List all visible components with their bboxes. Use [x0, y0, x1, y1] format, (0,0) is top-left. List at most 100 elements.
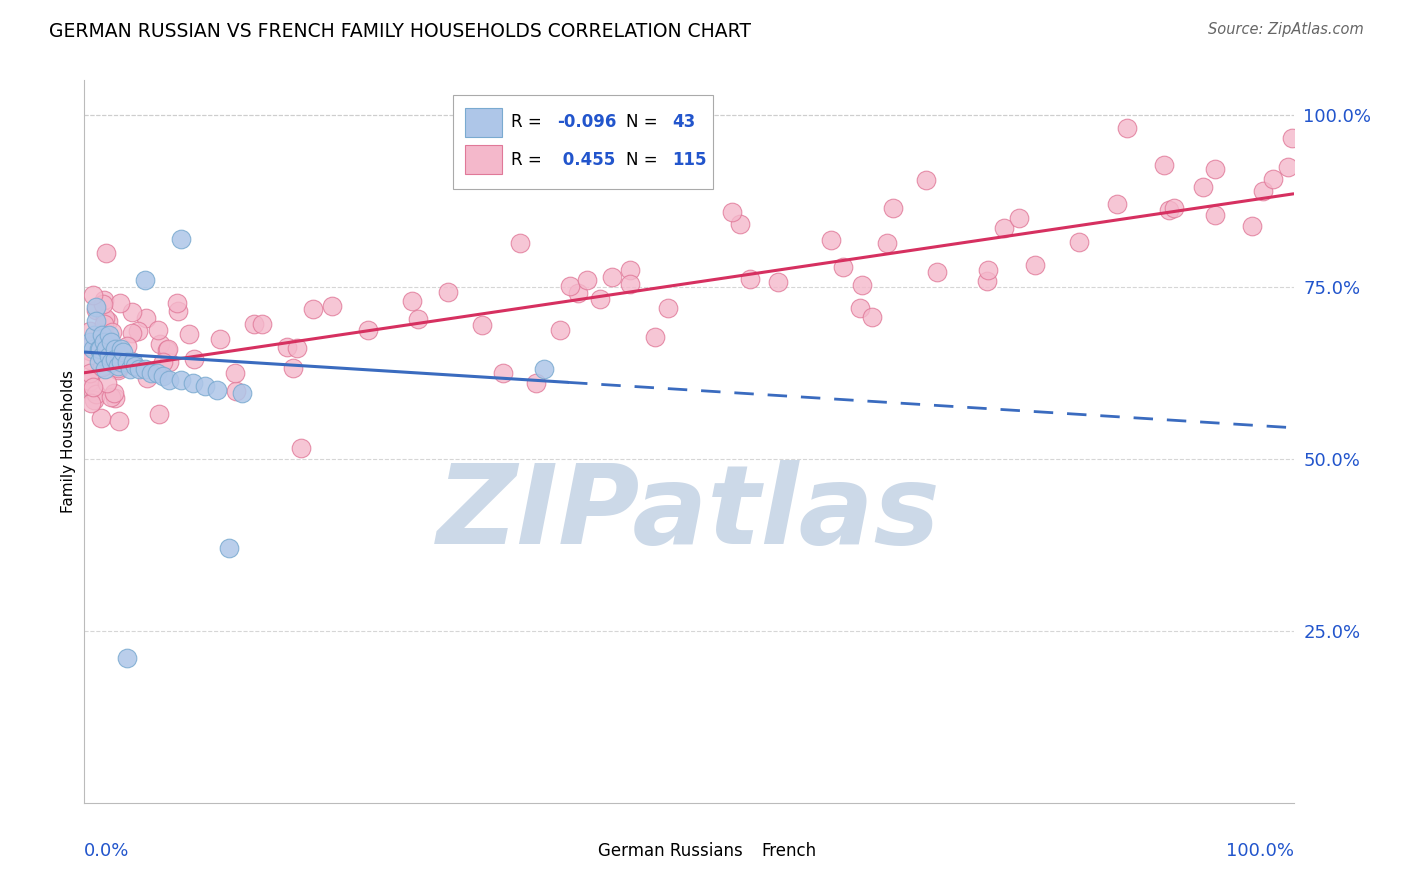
Point	[120, 362, 142, 376]
Point	[976, 274, 998, 288]
Point	[740, 272, 762, 286]
Point	[276, 340, 298, 354]
Point	[167, 304, 190, 318]
Point	[104, 351, 127, 366]
Point	[87, 342, 110, 356]
Point	[97, 327, 120, 342]
Point	[602, 270, 624, 285]
Point	[170, 373, 193, 387]
Point	[82, 342, 104, 356]
Point	[406, 311, 429, 326]
Point	[224, 367, 246, 381]
Point	[107, 345, 129, 359]
Point	[110, 342, 132, 356]
Point	[108, 351, 131, 365]
Point	[524, 376, 547, 391]
Point	[252, 317, 274, 331]
Point	[107, 363, 129, 377]
Point	[152, 369, 174, 384]
Point	[550, 322, 572, 336]
Point	[127, 324, 149, 338]
Point	[135, 370, 157, 384]
Point	[156, 343, 179, 357]
Y-axis label: Family Households: Family Households	[60, 370, 76, 513]
Point	[97, 349, 120, 363]
Point	[120, 354, 142, 368]
Point	[832, 260, 855, 274]
Point	[90, 410, 112, 425]
Point	[79, 366, 101, 380]
Point	[657, 301, 679, 316]
Point	[91, 297, 114, 311]
Point	[1008, 211, 1031, 225]
Point	[93, 334, 115, 349]
Point	[146, 366, 169, 380]
Point	[183, 351, 205, 366]
FancyBboxPatch shape	[453, 95, 713, 189]
Point	[1251, 184, 1274, 198]
Point	[243, 317, 266, 331]
Point	[766, 275, 789, 289]
Point	[321, 299, 343, 313]
Point	[1204, 161, 1226, 176]
Point	[170, 231, 193, 245]
Point	[619, 263, 641, 277]
Point	[157, 373, 180, 387]
Point	[509, 236, 531, 251]
Point	[471, 318, 494, 333]
Point	[437, 285, 460, 299]
Text: French: French	[762, 842, 817, 860]
Point	[851, 278, 873, 293]
Point	[128, 362, 150, 376]
Point	[110, 355, 132, 369]
FancyBboxPatch shape	[562, 848, 589, 857]
Point	[177, 326, 200, 341]
Point	[1204, 208, 1226, 222]
Text: Source: ZipAtlas.com: Source: ZipAtlas.com	[1208, 22, 1364, 37]
Point	[115, 355, 138, 369]
Point	[149, 336, 172, 351]
Point	[148, 407, 170, 421]
Point	[79, 339, 101, 353]
Point	[86, 301, 108, 315]
Point	[79, 374, 101, 388]
Point	[301, 302, 323, 317]
Point	[82, 384, 104, 398]
Point	[225, 384, 247, 399]
Point	[1115, 121, 1137, 136]
Point	[1069, 235, 1091, 249]
Point	[100, 348, 122, 362]
Point	[218, 541, 240, 556]
FancyBboxPatch shape	[725, 848, 752, 857]
Point	[94, 246, 117, 260]
Point	[110, 355, 132, 369]
Point	[79, 344, 101, 359]
Point	[1191, 180, 1213, 194]
Point	[644, 330, 666, 344]
Text: 115: 115	[672, 151, 706, 169]
Point	[209, 332, 232, 346]
Point	[100, 390, 122, 404]
Point	[107, 361, 129, 376]
Point	[93, 317, 115, 331]
Point	[94, 311, 117, 326]
Point	[82, 379, 104, 393]
Point	[86, 314, 108, 328]
Point	[1277, 160, 1299, 174]
FancyBboxPatch shape	[465, 108, 502, 136]
Point	[135, 310, 157, 325]
Point	[115, 651, 138, 665]
Point	[108, 296, 131, 310]
Text: R =: R =	[512, 113, 547, 131]
Point	[283, 360, 305, 375]
Point	[104, 342, 127, 356]
Point	[124, 359, 146, 373]
Text: N =: N =	[626, 113, 664, 131]
Point	[721, 205, 744, 219]
Point	[82, 288, 104, 302]
Point	[83, 393, 105, 408]
Point	[207, 383, 229, 397]
Point	[103, 385, 125, 400]
Point	[290, 442, 312, 456]
Point	[589, 292, 612, 306]
